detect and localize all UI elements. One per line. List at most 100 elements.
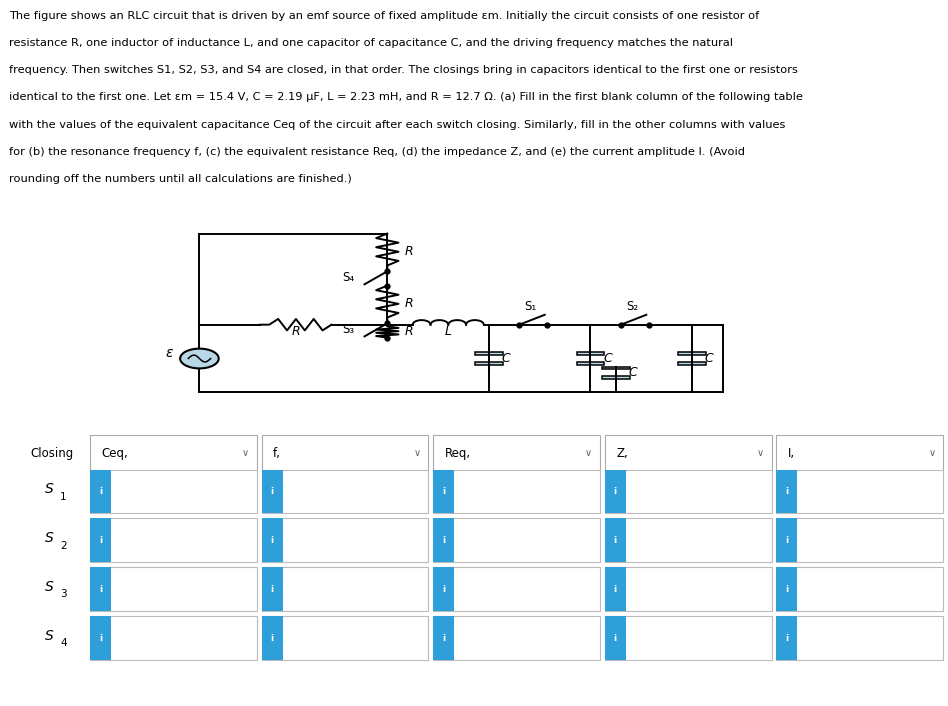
FancyBboxPatch shape <box>90 568 111 611</box>
Text: i: i <box>270 585 274 594</box>
Text: f,: f, <box>273 447 281 460</box>
Bar <box>678 352 706 355</box>
Bar <box>576 362 605 365</box>
Text: i: i <box>99 633 102 642</box>
Text: rounding off the numbers until all calculations are finished.): rounding off the numbers until all calcu… <box>9 174 353 184</box>
FancyBboxPatch shape <box>605 518 772 562</box>
Bar <box>602 376 629 379</box>
Text: ∨: ∨ <box>242 448 249 458</box>
FancyBboxPatch shape <box>605 518 626 562</box>
Text: C: C <box>704 352 714 365</box>
FancyBboxPatch shape <box>776 518 797 562</box>
Bar <box>576 352 605 355</box>
FancyBboxPatch shape <box>433 616 454 660</box>
Text: C: C <box>603 352 611 365</box>
FancyBboxPatch shape <box>433 518 600 562</box>
Text: Closing: Closing <box>30 447 74 460</box>
FancyBboxPatch shape <box>433 568 454 611</box>
Text: Req,: Req, <box>445 447 471 460</box>
Text: ∨: ∨ <box>413 448 421 458</box>
FancyBboxPatch shape <box>776 469 943 513</box>
Text: i: i <box>613 585 617 594</box>
FancyBboxPatch shape <box>262 568 283 611</box>
Text: i: i <box>270 536 274 545</box>
Text: i: i <box>785 585 789 594</box>
FancyBboxPatch shape <box>262 518 283 562</box>
Text: C: C <box>629 366 637 379</box>
Text: 2: 2 <box>61 541 66 551</box>
Text: The figure shows an RLC circuit that is driven by an emf source of fixed amplitu: The figure shows an RLC circuit that is … <box>9 11 759 20</box>
FancyBboxPatch shape <box>90 518 111 562</box>
Text: R: R <box>405 297 413 311</box>
Text: i: i <box>99 585 102 594</box>
Text: with the values of the equivalent capacitance Ceq of the circuit after each swit: with the values of the equivalent capaci… <box>9 120 786 130</box>
Text: ∨: ∨ <box>757 448 764 458</box>
Text: S₁: S₁ <box>524 300 537 313</box>
Text: i: i <box>785 633 789 642</box>
FancyBboxPatch shape <box>90 518 257 562</box>
Text: i: i <box>785 536 789 545</box>
FancyBboxPatch shape <box>776 568 797 611</box>
Text: S₄: S₄ <box>342 271 355 285</box>
Text: ε: ε <box>165 346 173 360</box>
FancyBboxPatch shape <box>433 435 600 472</box>
FancyBboxPatch shape <box>605 435 772 472</box>
FancyBboxPatch shape <box>262 469 283 513</box>
FancyBboxPatch shape <box>262 435 428 472</box>
Bar <box>602 366 629 369</box>
FancyBboxPatch shape <box>262 616 283 660</box>
FancyBboxPatch shape <box>90 469 257 513</box>
Text: i: i <box>613 536 617 545</box>
FancyBboxPatch shape <box>90 435 257 472</box>
FancyBboxPatch shape <box>776 616 943 660</box>
Text: i: i <box>270 633 274 642</box>
Text: S: S <box>45 580 53 594</box>
FancyBboxPatch shape <box>262 616 428 660</box>
FancyBboxPatch shape <box>90 469 111 513</box>
FancyBboxPatch shape <box>433 518 454 562</box>
Bar <box>475 362 502 365</box>
Text: R: R <box>292 325 301 338</box>
Text: i: i <box>99 536 102 545</box>
Text: 1: 1 <box>61 492 66 502</box>
Text: for (b) the resonance frequency f, (c) the equivalent resistance Req, (d) the im: for (b) the resonance frequency f, (c) t… <box>9 147 745 157</box>
FancyBboxPatch shape <box>605 616 772 660</box>
FancyBboxPatch shape <box>776 435 943 472</box>
Text: identical to the first one. Let εm = 15.4 V, C = 2.19 μF, L = 2.23 mH, and R = 1: identical to the first one. Let εm = 15.… <box>9 92 803 102</box>
Text: resistance R, one inductor of inductance L, and one capacitor of capacitance C, : resistance R, one inductor of inductance… <box>9 38 734 48</box>
FancyBboxPatch shape <box>262 469 428 513</box>
FancyBboxPatch shape <box>605 568 626 611</box>
Text: i: i <box>613 487 617 496</box>
FancyBboxPatch shape <box>605 568 772 611</box>
FancyBboxPatch shape <box>776 568 943 611</box>
FancyBboxPatch shape <box>262 568 428 611</box>
Text: i: i <box>442 536 446 545</box>
FancyBboxPatch shape <box>262 518 428 562</box>
FancyBboxPatch shape <box>433 469 454 513</box>
Text: i: i <box>442 633 446 642</box>
FancyBboxPatch shape <box>433 616 600 660</box>
Text: Ceq,: Ceq, <box>101 447 128 460</box>
Text: L: L <box>445 325 452 338</box>
Text: S₂: S₂ <box>626 300 638 313</box>
Text: 4: 4 <box>61 638 66 648</box>
Text: ∨: ∨ <box>585 448 592 458</box>
FancyBboxPatch shape <box>776 469 797 513</box>
Text: S: S <box>45 531 53 545</box>
Text: R: R <box>405 245 413 258</box>
Text: i: i <box>442 487 446 496</box>
Text: i: i <box>442 585 446 594</box>
Circle shape <box>180 349 219 369</box>
FancyBboxPatch shape <box>90 616 257 660</box>
Text: i: i <box>785 487 789 496</box>
Text: S: S <box>45 629 53 643</box>
Text: Z,: Z, <box>616 447 628 460</box>
Bar <box>678 362 706 365</box>
Text: R: R <box>405 325 413 337</box>
Text: S: S <box>45 482 53 496</box>
Text: i: i <box>99 487 102 496</box>
FancyBboxPatch shape <box>776 616 797 660</box>
FancyBboxPatch shape <box>90 616 111 660</box>
FancyBboxPatch shape <box>433 568 600 611</box>
Text: ∨: ∨ <box>928 448 936 458</box>
